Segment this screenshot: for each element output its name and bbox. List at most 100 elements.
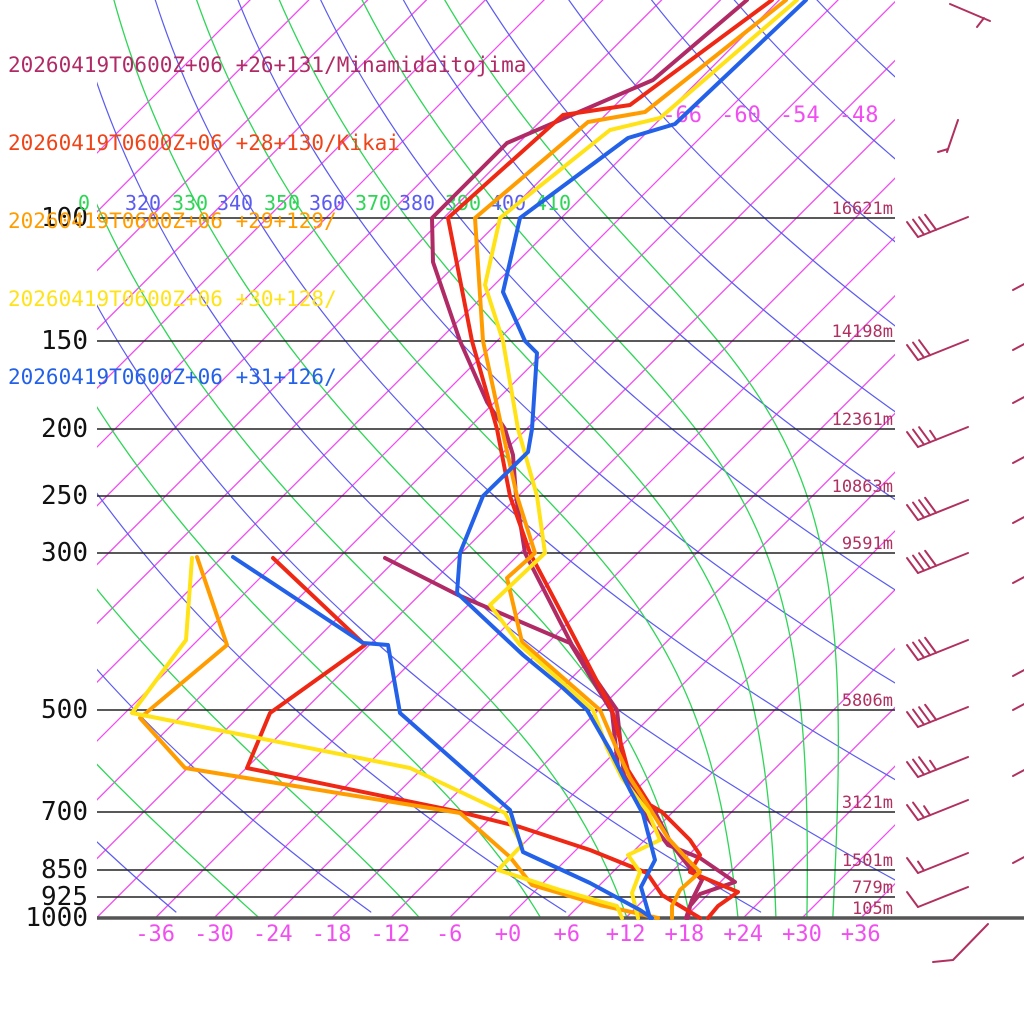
height-label-925: 779m [852, 878, 893, 898]
dewpoint-curve-kikai [245, 556, 702, 920]
wind-barb-edge-dash [1012, 768, 1024, 777]
title-line-5: 20260419T0600Z+06 +31+126/ [8, 365, 337, 389]
temperature-curve-plus29plus129 [473, 0, 788, 920]
temp-axis-label: +18 [665, 922, 705, 947]
isotherm-line [507, 530, 895, 919]
isotherm-line [742, 765, 895, 919]
dry-adiabat-line [568, 0, 895, 327]
pressure-label-700: 700 [41, 797, 88, 827]
pressure-label-150: 150 [41, 326, 88, 356]
isotherm-line [97, 0, 780, 684]
title-line-minamidaitojima: 20260419T0600Z+06 +26+131/Minamidaitojim… [8, 53, 527, 77]
temp-axis-label: -36 [135, 922, 175, 947]
wind-barb-extra [976, 17, 985, 28]
title-line-3: 20260419T0600Z+06 +29+129/ [8, 209, 337, 233]
wind-barb-edge-dash [1012, 855, 1024, 864]
height-label-700: 3121m [842, 793, 893, 813]
temp-axis-label: -30 [194, 922, 234, 947]
moist-adiabat-line [361, 0, 808, 919]
height-label-300: 9591m [842, 534, 893, 554]
moist-adiabat-line [113, 0, 691, 919]
dewpoint-curve-plus30plus128 [130, 556, 624, 920]
temperature-curve-minamidaitojima [430, 0, 749, 920]
dry-adiabat-line [97, 492, 567, 913]
upper-isotherm-label: -60 [721, 103, 761, 128]
wind-barb-edge-dash [1012, 282, 1024, 291]
isotherm-line [97, 0, 369, 272]
isotherm-line [97, 0, 428, 331]
pressure-label-100: 100 [41, 203, 88, 233]
adiabat-label-340: 340 [217, 191, 253, 215]
dry-adiabat-line [485, 0, 895, 413]
temp-axis-label: +30 [782, 922, 822, 947]
title-line-kikai: 20260419T0600Z+06 +28+130/Kikai [8, 131, 400, 155]
wind-barb [906, 213, 969, 238]
isotherm-line [566, 588, 895, 919]
adiabat-label-330: 330 [172, 191, 208, 215]
isotherm-line [683, 706, 895, 919]
sounding-curves [130, 0, 808, 920]
wind-barb [906, 799, 969, 821]
sounding-kikai [245, 0, 774, 920]
isotherm-line [97, 0, 722, 625]
isotherm-line [97, 0, 839, 742]
dewpoint-curve-plus31plus126 [231, 555, 654, 920]
isotherm-line [97, 0, 545, 448]
pressure-axis: 100 16621m 150 14198m 200 12361m 250 10863m 300 9… [25, 199, 1024, 933]
pressure-label-850: 850 [41, 855, 88, 885]
wind-barb-extra [932, 923, 989, 963]
dry-adiabat-line [320, 0, 895, 591]
moist-adiabat-line [97, 588, 421, 919]
temp-axis-label: -12 [371, 922, 411, 947]
sounding-plus31plus126 [231, 0, 808, 920]
upper-isotherm-label: -48 [839, 103, 879, 128]
isotherm-line [330, 353, 895, 919]
wind-barb [906, 549, 969, 574]
isotherm-line [97, 0, 310, 213]
height-label-850: 1501m [842, 851, 893, 871]
wind-barb-extra [937, 148, 949, 153]
moist-adiabat-line [97, 203, 628, 919]
wind-barb [906, 636, 969, 661]
pressure-label-200: 200 [41, 414, 88, 444]
isotherm-line [801, 824, 895, 919]
adiabat-label-350: 350 [264, 191, 300, 215]
isotherm-line [213, 236, 895, 919]
height-label-200: 12361m [832, 410, 893, 430]
temp-axis-label: +12 [606, 922, 646, 947]
wind-barb-edge-dash [1012, 575, 1024, 584]
dry-adiabat-line [237, 0, 895, 684]
temp-axis-label: +24 [723, 922, 763, 947]
temp-axis-label: -6 [436, 922, 463, 947]
isotherm-line [920, 0, 1024, 918]
sounding-title-block: 20260419T0600Z+06 +26+131/Minamidaitojim… [8, 0, 526, 442]
temp-axis-label: -24 [253, 922, 293, 947]
sounding-plus29plus129 [138, 0, 788, 920]
dewpoint-curve-plus29plus129 [138, 555, 660, 920]
wind-barb [906, 426, 969, 448]
height-label-250: 10863m [832, 477, 893, 497]
adiabat-label-380: 380 [399, 191, 435, 215]
moist-adiabat-line [97, 763, 260, 919]
isotherm-line [97, 0, 486, 390]
wind-barb-edge-dash [1012, 668, 1024, 677]
dry-adiabat-line [733, 0, 895, 160]
wind-barb-edge-dash [1012, 342, 1024, 351]
wind-barb-edge-dash [1012, 702, 1024, 711]
isotherm-line [97, 0, 604, 507]
background-grid [97, 0, 1024, 919]
isotherm-line [860, 882, 895, 919]
pressure-label-500: 500 [41, 695, 88, 725]
wind-barb-column [906, 3, 1024, 963]
isotherm-line [272, 294, 895, 919]
title-line-4: 20260419T0600Z+06 +30+128/ [8, 287, 337, 311]
moist-adiabat-line [278, 0, 777, 919]
temp-axis-label: -18 [312, 922, 352, 947]
dry-adiabat-line [650, 0, 895, 243]
isotherm-line [97, 0, 895, 801]
temperature-curve-plus31plus126 [455, 0, 808, 920]
wind-barb [906, 703, 969, 728]
temp-axis-label: +36 [841, 922, 881, 947]
adiabat-label-360: 360 [309, 191, 345, 215]
